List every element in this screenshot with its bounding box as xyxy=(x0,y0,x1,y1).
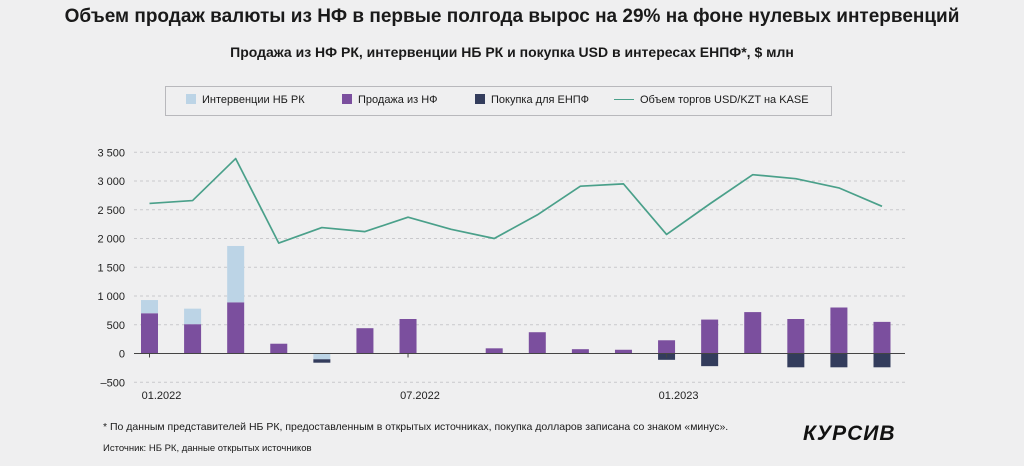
bar-enpf-purchase xyxy=(701,353,719,367)
bar-interventions xyxy=(184,308,202,325)
y-tick-label: 1 000 xyxy=(97,291,125,303)
bar-nf-sales xyxy=(184,324,202,354)
x-tick-label: 01.2022 xyxy=(142,390,182,402)
bar-nf-sales xyxy=(701,319,719,354)
y-tick-label: –500 xyxy=(101,377,125,389)
legend-label-enpf-purchase: Покупка для ЕНПФ xyxy=(491,94,590,106)
legend-line-kase-volume xyxy=(614,99,634,100)
bar-nf-sales xyxy=(485,348,503,354)
y-tick-label: 2 500 xyxy=(97,205,125,217)
legend-swatch-enpf-purchase xyxy=(475,94,485,104)
legend-item-nf-sales: Продажа из НФ xyxy=(342,94,438,106)
y-tick-label: 500 xyxy=(107,320,125,332)
chart-legend: Интервенции НБ РК Продажа из НФ Покупка … xyxy=(165,86,832,116)
bar-interventions xyxy=(227,245,245,303)
legend-label-nf-sales: Продажа из НФ xyxy=(358,94,438,106)
x-tick-label: 07.2022 xyxy=(400,390,440,402)
brand-logo: КУРСИВ xyxy=(803,422,896,445)
bar-nf-sales xyxy=(528,332,546,354)
line-kase-volume xyxy=(149,157,883,244)
legend-item-kase-volume: Объем торгов USD/KZT на KASE xyxy=(614,94,809,106)
y-tick-label: 0 xyxy=(119,349,125,361)
legend-label-interventions: Интервенции НБ РК xyxy=(202,94,305,106)
legend-label-kase-volume: Объем торгов USD/KZT на KASE xyxy=(640,94,809,106)
bar-nf-sales xyxy=(830,307,848,354)
bar-nf-sales xyxy=(270,343,288,354)
bar-nf-sales xyxy=(614,349,632,354)
legend-item-interventions: Интервенции НБ РК xyxy=(186,94,305,106)
y-tick-label: 1 500 xyxy=(97,262,125,274)
legend-swatch-interventions xyxy=(186,94,196,104)
chart-title: Объем продаж валюты из НФ в первые полго… xyxy=(64,6,960,27)
bar-nf-sales xyxy=(744,312,762,354)
chart-subtitle: Продажа из НФ РК, интервенции НБ РК и по… xyxy=(230,44,794,60)
bar-nf-sales xyxy=(141,313,158,354)
y-tick-label: 3 000 xyxy=(97,176,125,188)
bar-nf-sales xyxy=(356,328,374,354)
bar-enpf-purchase xyxy=(787,353,805,368)
bar-enpf-purchase xyxy=(313,359,331,363)
footnote: * По данным представителей НБ РК, предос… xyxy=(103,421,729,433)
bar-nf-sales xyxy=(399,319,417,354)
legend-item-enpf-purchase: Покупка для ЕНПФ xyxy=(475,94,589,106)
bar-interventions xyxy=(141,300,158,314)
bar-nf-sales xyxy=(227,302,245,354)
bar-interventions xyxy=(313,353,331,360)
bar-enpf-purchase xyxy=(830,353,848,368)
bar-nf-sales xyxy=(571,349,589,354)
source-note: Источник: НБ РК, данные открытых источни… xyxy=(103,443,312,454)
bar-nf-sales xyxy=(873,321,891,354)
legend-swatch-nf-sales xyxy=(342,94,352,104)
bar-enpf-purchase xyxy=(873,353,891,368)
bar-nf-sales xyxy=(658,340,676,354)
bar-nf-sales xyxy=(787,319,805,354)
y-tick-label: 3 500 xyxy=(97,147,125,159)
y-tick-label: 2 000 xyxy=(97,234,125,246)
x-tick-label: 01.2023 xyxy=(659,390,699,402)
